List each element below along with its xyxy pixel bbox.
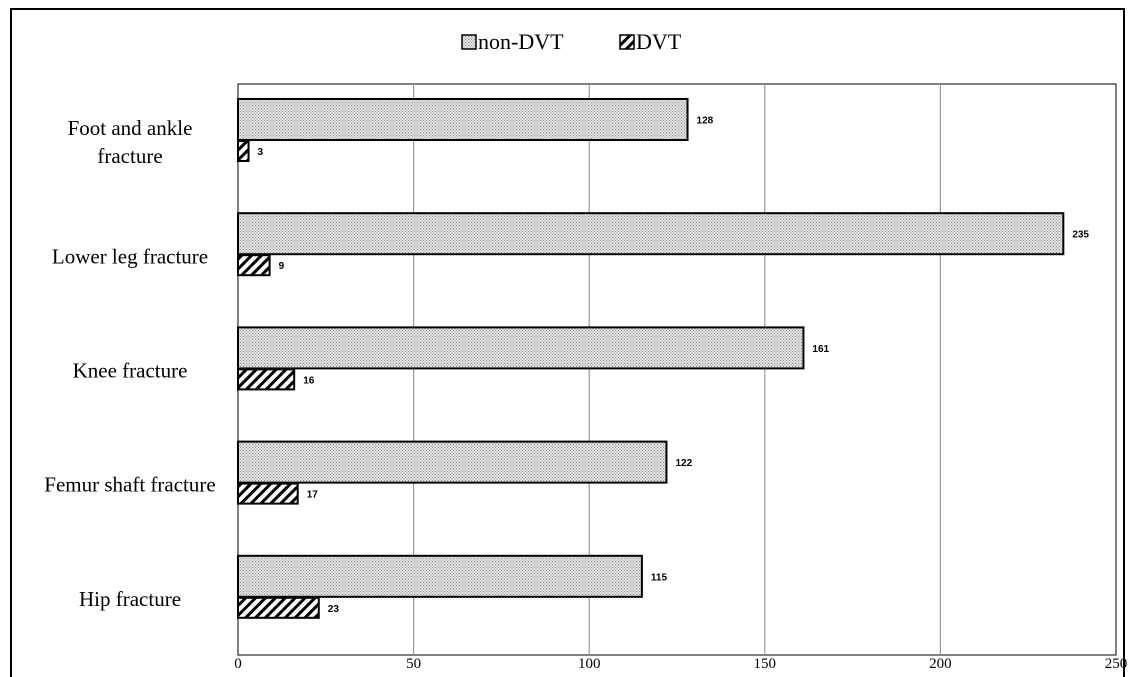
legend-swatch-non-dvt: [461, 34, 477, 50]
category-label: Foot and ankle fracture: [68, 116, 193, 168]
data-label-dvt: 16: [303, 375, 315, 386]
data-label-dvt: 23: [328, 604, 340, 615]
x-tick-label: 150: [754, 656, 777, 672]
bar-non-dvt: [237, 212, 1065, 256]
bar-non-dvt: [237, 554, 643, 598]
bar-dvt: [237, 254, 271, 277]
data-label-dvt: 9: [279, 261, 285, 272]
category-label: Lower leg fracture: [52, 244, 208, 268]
legend-swatch-dvt: [619, 34, 635, 50]
data-label-dvt: 3: [258, 147, 264, 158]
x-tick-label: 0: [234, 656, 242, 672]
bar-non-dvt: [237, 326, 805, 370]
bar-dvt: [237, 482, 299, 505]
x-tick-label: 100: [578, 656, 601, 672]
bar-dvt: [237, 596, 320, 619]
legend: non-DVT DVT: [461, 29, 682, 54]
legend-label-non-dvt: non-DVT: [478, 29, 564, 54]
x-tick-label: 50: [406, 656, 421, 672]
category-label: Femur shaft fracture: [44, 473, 215, 497]
bar-dvt: [237, 140, 250, 162]
x-tick-label: 200: [929, 656, 952, 672]
x-axis-ticks: 0 50 100 150 200 250: [234, 656, 1127, 672]
legend-label-dvt: DVT: [636, 29, 682, 54]
bar-non-dvt: [237, 98, 689, 141]
data-label-non-dvt: 235: [1072, 230, 1089, 241]
bar-non-dvt: [237, 440, 668, 484]
data-label-non-dvt: 128: [697, 116, 714, 127]
data-label-non-dvt: 122: [675, 458, 692, 469]
x-tick-label: 250: [1105, 656, 1128, 672]
data-label-non-dvt: 161: [812, 344, 829, 355]
data-label-non-dvt: 115: [651, 572, 668, 583]
category-labels: Foot and ankle fracture Lower leg fracture…: [44, 116, 215, 611]
bars: 128 3 235 9 161 16 122 17 115 23: [237, 98, 1089, 619]
bar-dvt: [237, 368, 296, 391]
category-label: Hip fracture: [79, 587, 181, 611]
data-label-dvt: 17: [307, 490, 319, 501]
category-label: Knee fracture: [73, 359, 188, 383]
